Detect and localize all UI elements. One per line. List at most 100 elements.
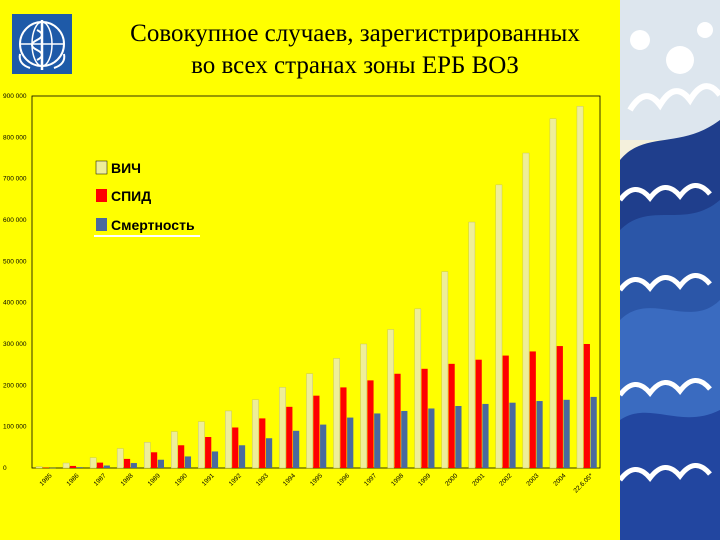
x-tick-label: 1996 xyxy=(336,472,351,487)
y-tick-label: 900 000 xyxy=(3,93,27,100)
x-tick-label: 1998 xyxy=(390,472,405,487)
bar-deaths xyxy=(49,467,56,469)
legend-label-aids: СПИД xyxy=(111,188,151,204)
legend-swatch-aids xyxy=(96,189,107,202)
title-line-1: Совокупное случаев, зарегистрированных xyxy=(130,20,580,47)
bar-hiv xyxy=(198,421,205,469)
bar-deaths xyxy=(130,463,137,468)
bar-hiv xyxy=(360,343,367,469)
bar-deaths xyxy=(265,438,273,468)
y-tick-label: 300 000 xyxy=(3,341,27,348)
bar-deaths xyxy=(293,430,300,468)
x-tick-label: 2004 xyxy=(552,472,567,487)
x-tick-label: 1994 xyxy=(282,472,297,487)
bar-hiv xyxy=(468,221,476,469)
x-tick-label: 1986 xyxy=(65,472,80,487)
bar-aids xyxy=(259,418,266,468)
bar-aids xyxy=(313,395,320,468)
x-tick-label: 1992 xyxy=(228,472,243,487)
legend-swatch-deaths xyxy=(96,218,107,231)
y-tick-label: 700 000 xyxy=(3,176,27,183)
bar-hiv xyxy=(495,184,503,469)
who-logo xyxy=(12,14,72,74)
bar-deaths xyxy=(590,396,597,468)
bar-hiv xyxy=(306,373,313,469)
bar-aids xyxy=(69,465,77,468)
bar-aids xyxy=(96,462,104,468)
bar-deaths xyxy=(320,424,327,468)
bar-deaths xyxy=(536,401,543,468)
y-tick-label: 0 xyxy=(3,465,7,472)
bar-aids xyxy=(556,346,563,468)
bar-deaths xyxy=(76,467,83,468)
bar-hiv xyxy=(171,431,178,469)
bar-aids xyxy=(502,355,509,468)
x-tick-label: 2003 xyxy=(525,472,540,487)
bar-hiv xyxy=(441,271,449,469)
bar-deaths xyxy=(157,459,164,468)
bar-deaths xyxy=(347,417,354,468)
title-line-2: во всех странах зоны ЕРБ ВОЗ xyxy=(191,52,519,79)
bar-aids xyxy=(475,359,482,468)
y-tick-label: 200 000 xyxy=(3,382,27,389)
ocean-wave-picture xyxy=(620,0,720,540)
bar-hiv xyxy=(252,399,259,469)
bar-hiv xyxy=(143,442,151,469)
bar-hiv xyxy=(414,308,422,469)
bar-hiv xyxy=(279,387,286,469)
x-tick-label: 2001 xyxy=(471,472,486,487)
slide-title: Совокупное случаев, зарегистрированных в… xyxy=(95,18,615,82)
y-tick-label: 500 000 xyxy=(3,258,27,265)
x-tick-label: 1993 xyxy=(255,472,270,487)
x-tick-label: 2002 xyxy=(498,472,513,487)
x-tick-label: 1995 xyxy=(309,472,324,487)
bar-hiv xyxy=(89,457,97,469)
x-tick-label: 1989 xyxy=(147,472,162,487)
y-tick-label: 400 000 xyxy=(3,300,27,307)
y-axis: 0 100 000 200 000 300 000 400 000 500 000 600 … xyxy=(3,93,27,472)
bar-aids xyxy=(123,458,131,468)
bar-hiv xyxy=(576,106,584,469)
bar-deaths xyxy=(455,406,462,468)
x-tick-label: 1985 xyxy=(38,472,53,487)
legend: ВИЧ СПИД Смертность xyxy=(94,160,200,237)
bar-deaths xyxy=(509,402,516,468)
legend-label-hiv: ВИЧ xyxy=(111,160,141,176)
cumulative-cases-bar-chart: 0 100 000 200 000 300 000 400 000 500 000 600 … xyxy=(3,93,601,495)
bar-aids xyxy=(448,363,455,468)
x-tick-label: 1987 xyxy=(93,472,108,487)
bar-aids xyxy=(583,344,590,468)
x-axis: 1985 1986 1987 1988 1989 1990 1991 1992 1993 1994… xyxy=(38,472,594,494)
bar-hiv xyxy=(62,462,70,469)
bar-deaths xyxy=(184,456,192,468)
bar-aids xyxy=(178,445,185,468)
x-tick-label: 1999 xyxy=(417,472,432,487)
x-tick-label: 1988 xyxy=(120,472,135,487)
bar-deaths xyxy=(103,465,110,468)
bar-aids xyxy=(421,368,428,468)
bar-aids xyxy=(367,380,374,468)
bar-aids xyxy=(529,351,536,468)
bar-hiv xyxy=(35,466,43,469)
bar-hiv xyxy=(387,329,395,469)
bar-deaths xyxy=(211,451,219,468)
bar-hiv xyxy=(333,358,340,469)
bars xyxy=(35,106,597,469)
legend-label-deaths: Смертность xyxy=(111,217,195,233)
bar-hiv xyxy=(549,118,557,469)
y-tick-label: 600 000 xyxy=(3,217,27,224)
y-tick-label: 100 000 xyxy=(3,424,27,431)
bar-aids xyxy=(205,437,212,468)
bar-aids xyxy=(150,452,158,468)
x-tick-label: 22.6.05* xyxy=(572,472,594,494)
x-tick-label: 2000 xyxy=(444,472,459,487)
bar-aids xyxy=(232,427,239,468)
legend-swatch-hiv xyxy=(95,160,108,175)
bar-deaths xyxy=(401,410,408,468)
x-tick-label: 1997 xyxy=(363,472,378,487)
bar-deaths xyxy=(482,403,489,468)
bar-hiv xyxy=(116,448,124,469)
bar-hiv xyxy=(522,152,530,469)
bar-aids xyxy=(42,467,49,469)
x-tick-label: 1991 xyxy=(201,472,216,487)
